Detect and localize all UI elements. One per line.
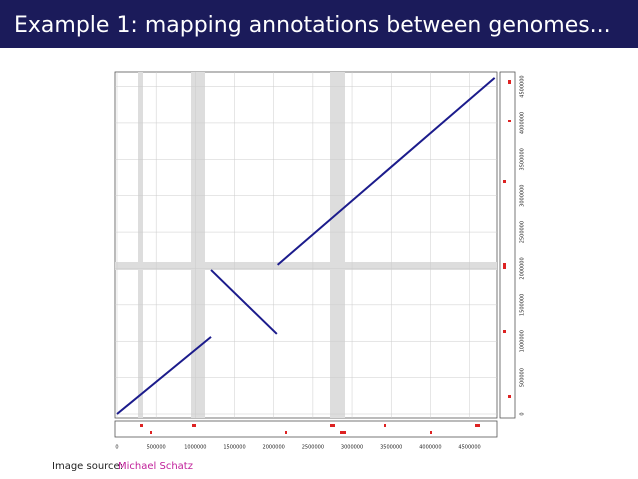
y-tick-label: 4500000 [520, 75, 526, 97]
x-tick-label: 2500000 [302, 445, 324, 451]
x-tick-label: 3500000 [380, 445, 402, 451]
x-tick-label: 1000000 [184, 445, 206, 451]
marks [116, 77, 496, 415]
x-tick-label: 2000000 [263, 445, 285, 451]
y-tick-label: 2000000 [520, 257, 526, 279]
y-tick-label: 3000000 [520, 185, 526, 207]
x-tick-label: 500000 [147, 445, 166, 451]
source-link[interactable]: Michael Schatz [118, 461, 193, 472]
y-tick-label: 4000000 [520, 112, 526, 134]
x-tick-label: 3000000 [341, 445, 363, 451]
plot-frame [114, 71, 516, 438]
slide-title: Example 1: mapping annotations between g… [14, 13, 611, 38]
title-bar [0, 0, 638, 48]
y-tick-label: 2500000 [520, 221, 526, 243]
y-tick-label: 500000 [520, 368, 526, 387]
grid: 0 500000 1000000 1500000 2000000 2500000 30000… [115, 72, 526, 451]
y-tick-label: 0 [520, 412, 526, 415]
source-label: Image source: [52, 461, 123, 472]
y-tick-label: 1500000 [520, 294, 526, 316]
y-tick-label: 1000000 [520, 330, 526, 352]
y-tick-label: 3500000 [520, 148, 526, 170]
alignment-line [116, 77, 496, 415]
x-tick-label: 1500000 [223, 445, 245, 451]
x-tick-label: 4000000 [419, 445, 441, 451]
x-tick-label: 0 [115, 445, 118, 451]
x-tick-label: 4500000 [458, 445, 480, 451]
